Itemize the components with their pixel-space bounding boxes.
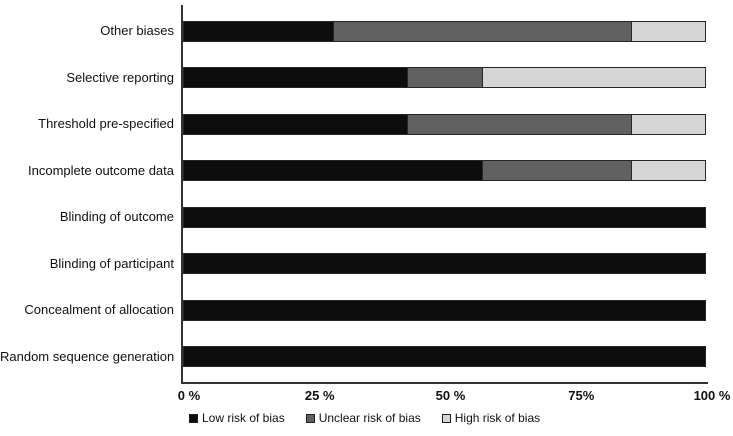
stacked-bar — [183, 206, 706, 228]
chart-rows: Other biases Selective reporting Threshold… — [0, 8, 706, 380]
bar-segment-low-risk-of-bias — [184, 21, 333, 41]
bar-segment-low-risk-of-bias — [184, 68, 408, 88]
category-row: Blinding of outcome — [0, 194, 706, 241]
bar-cell — [183, 20, 706, 42]
stacked-bar — [183, 299, 706, 321]
bar-cell — [183, 113, 706, 135]
category-label: Other biases — [100, 23, 174, 39]
bar-segment-low-risk-of-bias — [184, 300, 705, 320]
x-axis-line — [181, 382, 708, 384]
bar-segment-unclear-risk-of-bias — [481, 161, 631, 181]
bar-segment-high-risk-of-bias — [630, 114, 705, 134]
x-axis-ticks: 0 % 25 % 50 % 75% 100 % — [178, 388, 731, 406]
bar-segment-high-risk-of-bias — [630, 21, 705, 41]
category-row: Incomplete outcome data — [0, 148, 706, 195]
bar-cell — [183, 346, 706, 368]
bar-segment-unclear-risk-of-bias — [407, 68, 482, 88]
category-row: Selective reporting — [0, 55, 706, 102]
stacked-bar — [183, 160, 706, 182]
bar-segment-low-risk-of-bias — [184, 254, 705, 274]
x-tick-label: 75% — [568, 388, 595, 403]
stacked-bar — [183, 113, 706, 135]
bar-segment-low-risk-of-bias — [184, 114, 408, 134]
legend-item-low-risk-of-bias: Low risk of bias — [189, 411, 285, 425]
bar-segment-low-risk-of-bias — [184, 207, 705, 227]
bar-segment-unclear-risk-of-bias — [332, 21, 631, 41]
bar-segment-high-risk-of-bias — [630, 161, 705, 181]
bar-segment-low-risk-of-bias — [184, 161, 482, 181]
category-label: Threshold pre-specified — [38, 116, 174, 132]
stacked-bar — [183, 346, 706, 368]
stacked-bar — [183, 67, 706, 89]
legend: Low risk of bias Unclear risk of bias High… — [189, 411, 540, 425]
bar-cell — [183, 253, 706, 275]
y-axis-line — [181, 5, 183, 384]
category-row: Threshold pre-specified — [0, 101, 706, 148]
category-row: Other biases — [0, 8, 706, 55]
legend-item-high-risk-of-bias: High risk of bias — [441, 411, 541, 425]
bar-segment-unclear-risk-of-bias — [407, 114, 631, 134]
bar-segment-low-risk-of-bias — [184, 347, 705, 367]
legend-label: High risk of bias — [454, 411, 541, 425]
category-label: Random sequence generation — [0, 348, 175, 364]
category-row: Concealment of allocation — [0, 287, 706, 334]
category-row: Random sequence generation — [0, 334, 706, 381]
bar-cell — [183, 299, 706, 321]
stacked-bar — [183, 253, 706, 275]
stacked-bar — [183, 20, 706, 42]
category-label: Blinding of participant — [49, 255, 174, 271]
x-tick-label: 0 % — [177, 388, 201, 403]
category-label: Selective reporting — [66, 69, 174, 85]
legend-swatch-high-risk-of-bias-icon — [441, 413, 451, 423]
category-row: Blinding of participant — [0, 241, 706, 288]
legend-swatch-low-risk-of-bias-icon — [189, 413, 198, 423]
bar-cell — [183, 206, 706, 228]
category-label: Incomplete outcome data — [28, 162, 174, 178]
x-tick-label: 100 % — [693, 388, 731, 403]
bar-segment-high-risk-of-bias — [481, 68, 705, 88]
legend-label: Low risk of bias — [202, 411, 285, 425]
bar-cell — [183, 160, 706, 182]
x-tick-label: 50 % — [435, 388, 466, 403]
legend-swatch-unclear-risk-of-bias-icon — [305, 413, 315, 423]
bar-cell — [183, 67, 706, 89]
legend-label: Unclear risk of bias — [318, 411, 421, 425]
x-tick-label: 25 % — [304, 388, 335, 403]
category-label: Blinding of outcome — [59, 209, 174, 225]
legend-item-unclear-risk-of-bias: Unclear risk of bias — [305, 411, 421, 425]
category-label: Concealment of allocation — [24, 302, 174, 318]
